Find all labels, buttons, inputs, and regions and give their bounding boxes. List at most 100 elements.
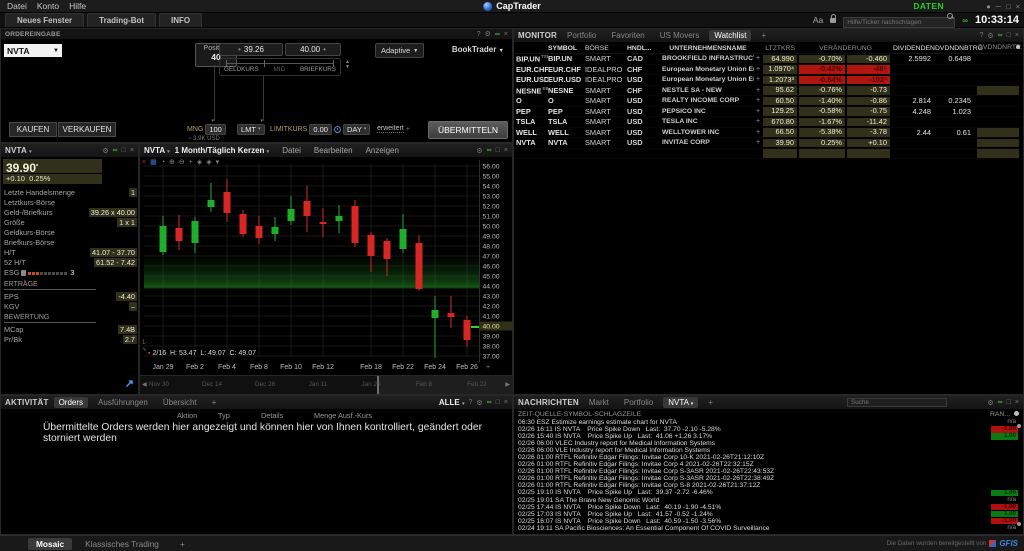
- link-icon[interactable]: ∞: [997, 399, 1003, 406]
- range-viewport[interactable]: [377, 376, 514, 394]
- news-item[interactable]: 02/26 06:00 VLEC Industry report for Med…: [514, 440, 1024, 447]
- col-ltztkrs[interactable]: LTZTKRS: [765, 44, 795, 52]
- esg-rating-row[interactable]: ESG 3: [4, 268, 74, 277]
- close-window-icon[interactable]: ×: [1015, 1, 1020, 11]
- chart-range-scrollbar[interactable]: ◀ Nov 30 Dec 14 Dec 28 Jan 11 Jan 25 Feb 8 Feb …: [140, 375, 514, 394]
- price-stepper[interactable]: ▲ ▼: [345, 59, 350, 70]
- price-chart[interactable]: 37.00 38.00 39.00 40.00 41.00 42.00 43.00 44.00…: [140, 160, 514, 362]
- submit-order-button[interactable]: ÜBERMITTELN: [428, 121, 508, 139]
- scroll-left-icon[interactable]: ◀: [142, 382, 147, 388]
- tab-klassisches-trading[interactable]: Klassisches Trading: [85, 538, 159, 549]
- table-row[interactable]: NVTA NVTA SMART USD INVITAE CORP +39.90 0.25% +…: [514, 138, 1023, 149]
- news-item[interactable]: 02/26 01:00 RTFL Refinitiv Edgar Filings…: [514, 468, 1024, 475]
- expand-plus-icon[interactable]: +: [755, 86, 761, 94]
- advanced-toggle[interactable]: erweitert +: [377, 123, 410, 135]
- tif-dropdown[interactable]: DAY ▾: [334, 123, 371, 135]
- table-row[interactable]: [514, 149, 1023, 159]
- link-group-icon[interactable]: ∞: [962, 15, 968, 25]
- add-workspace-button[interactable]: +: [179, 538, 185, 549]
- close-icon[interactable]: ×: [1014, 32, 1019, 39]
- tab-markt[interactable]: Markt: [588, 398, 609, 407]
- briefkurs-label[interactable]: BRIEFKURS: [299, 66, 336, 73]
- add-tab-button[interactable]: +: [761, 31, 767, 40]
- tab-ausfuehrungen[interactable]: Ausführungen: [98, 398, 148, 407]
- gear-icon[interactable]: ⚙: [102, 147, 109, 155]
- strategy-dropdown[interactable]: Adaptive ▼: [375, 43, 425, 58]
- link-icon[interactable]: ∞: [997, 32, 1003, 39]
- activity-column-header[interactable]: Menge: [314, 411, 337, 420]
- expand-plus-icon[interactable]: +: [755, 97, 761, 105]
- chart-corner-tools[interactable]: 1· ∿: [142, 340, 148, 353]
- gear-icon[interactable]: ⚙: [476, 399, 483, 407]
- col-hndl[interactable]: HNDL...: [627, 44, 652, 52]
- col-dvdndnbtrg[interactable]: DVDNDNBTRG: [935, 44, 983, 52]
- lock-icon[interactable]: [830, 13, 837, 23]
- mid-label[interactable]: MID: [273, 66, 286, 73]
- add-axis-icon[interactable]: +: [486, 364, 491, 371]
- news-item[interactable]: 02/26 15:40 IS NVTA Price Spike Up Last:…: [514, 433, 1024, 440]
- tab-portfolio-news[interactable]: Portfolio: [623, 398, 654, 407]
- menu-datei[interactable]: Datei: [7, 1, 27, 11]
- close-icon[interactable]: ×: [503, 30, 508, 38]
- close-icon[interactable]: ×: [1014, 399, 1019, 406]
- limit-price-field[interactable]: LIMITKURS 0.00: [270, 123, 332, 135]
- news-item[interactable]: 02/26 01:00 RTFL Refinitiv Edgar Filings…: [514, 461, 1024, 468]
- table-row[interactable]: NESNEEBSNESNE SMART CHF NESTLE SA - NEW +95.…: [514, 85, 1023, 96]
- snapshot-icon[interactable]: ◔: [160, 158, 165, 166]
- quote-symbol-dropdown[interactable]: NVTA ▾: [5, 146, 32, 155]
- geldkurs-label[interactable]: GELDKURS: [224, 66, 259, 73]
- expand-icon[interactable]: □: [121, 147, 126, 154]
- maximize-icon[interactable]: □: [1006, 1, 1011, 11]
- price-slider[interactable]: GELDKURS MID BRIEFKURS: [219, 58, 341, 76]
- add-tab-button[interactable]: +: [708, 398, 713, 407]
- menu-hilfe[interactable]: Hilfe: [69, 1, 87, 11]
- col-boerse[interactable]: BÖRSE: [585, 44, 609, 52]
- expand-plus-icon[interactable]: +: [755, 76, 761, 84]
- gear-icon[interactable]: ⚙: [484, 31, 491, 38]
- activity-column-header[interactable]: Details: [261, 411, 284, 420]
- link-icon[interactable]: ∞: [486, 147, 492, 154]
- add-study-icon[interactable]: +: [188, 158, 193, 166]
- chart-timeframe-dropdown[interactable]: 1 Month/Täglich Kerzen ▾: [174, 146, 270, 155]
- tab-neues-fenster[interactable]: Neues Fenster: [5, 13, 85, 27]
- news-item[interactable]: 02/25 19:10 IS NVTA Price Spike Up Last:…: [514, 489, 1024, 496]
- add-tab-button[interactable]: +: [211, 398, 217, 407]
- tab-info[interactable]: INFO: [159, 13, 203, 27]
- news-settings-icon[interactable]: [1014, 411, 1019, 416]
- expand-plus-icon[interactable]: +: [755, 139, 761, 147]
- tab-us-movers[interactable]: US Movers: [659, 31, 700, 40]
- pan-icon[interactable]: ◈: [206, 159, 212, 166]
- ticker-search-input[interactable]: [843, 17, 956, 28]
- gear-icon[interactable]: ⚙: [987, 399, 994, 407]
- expand-icon[interactable]: □: [1006, 32, 1011, 39]
- expand-panel-arrow-icon[interactable]: ↗: [124, 378, 134, 390]
- booktrader-dropdown[interactable]: BookTrader ▼: [452, 45, 504, 54]
- col-veraenderung[interactable]: VERÄNDERUNG: [819, 44, 872, 52]
- help-icon[interactable]: ?: [476, 30, 481, 38]
- news-rank-header[interactable]: RAN...: [989, 411, 1010, 418]
- font-size-button[interactable]: Aa: [812, 15, 824, 25]
- tab-mosaic[interactable]: Mosaic: [28, 537, 73, 550]
- expand-plus-icon[interactable]: +: [755, 65, 761, 73]
- chart-menu-anzeigen[interactable]: Anzeigen: [365, 146, 399, 155]
- table-row[interactable]: EUR.CHF EUR.CHF IDEALPRO CHF European Moneta…: [514, 64, 1023, 75]
- minimize-icon[interactable]: ─: [995, 1, 1002, 11]
- activity-column-header[interactable]: Typ: [218, 411, 230, 420]
- help-icon[interactable]: ?: [468, 399, 473, 406]
- chart-style-icon[interactable]: ▦: [150, 159, 157, 166]
- esg-report-icon[interactable]: [21, 269, 27, 276]
- zoom-in-icon[interactable]: ⊕: [168, 159, 175, 166]
- col-dividenden[interactable]: DIVIDENDEN: [893, 44, 935, 52]
- news-item[interactable]: 02/25 17:44 IS NVTA Price Spike Down Las…: [514, 503, 1024, 511]
- tab-trading-bot[interactable]: Trading-Bot: [87, 13, 157, 27]
- expand-icon[interactable]: □: [1006, 399, 1011, 406]
- chart-menu-datei[interactable]: Datei: [282, 146, 301, 155]
- table-row[interactable]: O O SMART USD REALTY INCOME CORP +60.50 -1.40%…: [514, 96, 1023, 107]
- symbol-dropdown[interactable]: NVTA ▼: [4, 44, 62, 57]
- table-row[interactable]: TSLA TSLA SMART USD TESLA INC +670.80 -1.67% -1…: [514, 117, 1023, 128]
- link-icon[interactable]: ∞: [112, 147, 118, 154]
- activity-column-header[interactable]: Aktion: [177, 411, 198, 420]
- gear-icon[interactable]: ⚙: [476, 147, 483, 155]
- news-item[interactable]: 02/25 17:03 IS NVTA Price Spike Up Last:…: [514, 510, 1024, 518]
- close-chart-icon[interactable]: ×: [142, 158, 147, 166]
